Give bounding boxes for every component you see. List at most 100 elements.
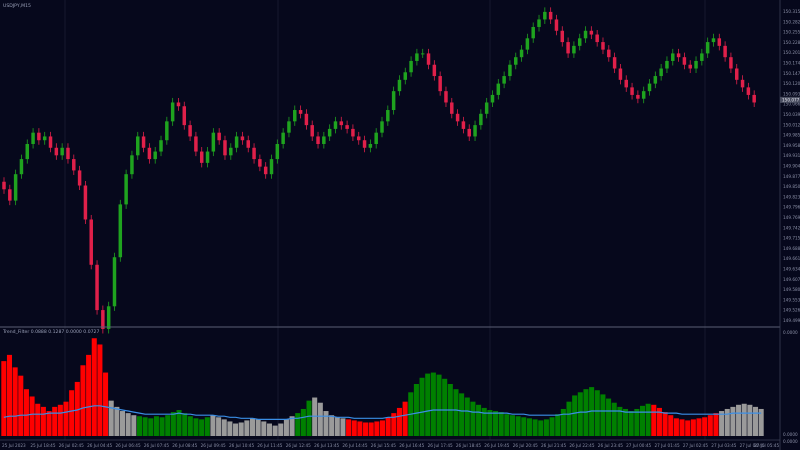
candle-body (258, 159, 262, 167)
candle-body (159, 140, 163, 152)
histogram-bar (493, 411, 499, 436)
histogram-bar (651, 404, 657, 436)
price-axis-label: 149.877 (783, 174, 800, 179)
histogram-bar (611, 402, 617, 436)
histogram-bar (713, 413, 719, 436)
histogram-bar (12, 367, 18, 436)
histogram-bar (442, 378, 448, 436)
candle-body (13, 174, 18, 201)
histogram-bar (63, 401, 69, 436)
candle-body (37, 132, 41, 141)
histogram-bar (249, 418, 256, 436)
candle-body (484, 102, 489, 114)
price-axis-label: 150.255 (783, 30, 800, 35)
candle-body (676, 53, 681, 58)
histogram-bar (91, 338, 97, 436)
histogram-bar (719, 411, 725, 436)
candle-body (583, 30, 588, 39)
histogram-bar (662, 412, 668, 436)
candle-body (234, 136, 239, 148)
histogram-bar (125, 413, 131, 436)
candle-body (316, 136, 320, 144)
candle-body (636, 94, 640, 99)
price-axis-label: 149.553 (783, 297, 800, 302)
histogram-bar (131, 415, 137, 436)
candle-body (461, 121, 466, 129)
candle-body (147, 147, 152, 160)
candle-body (618, 68, 623, 80)
candle-body (566, 42, 570, 54)
histogram-bar (470, 401, 476, 436)
candle-body (391, 91, 396, 111)
histogram-bar (329, 415, 335, 436)
price-axis-label: 150.282 (783, 19, 800, 24)
candle-body (188, 125, 192, 137)
candle-body (671, 53, 675, 61)
histogram-bar (594, 390, 600, 436)
price-axis-label: 149.715 (783, 236, 800, 241)
histogram-bar (509, 415, 516, 436)
histogram-bar (57, 404, 63, 436)
candle-body (368, 143, 373, 148)
histogram-bar (385, 417, 391, 436)
candle-body (572, 45, 576, 54)
candle-body (345, 125, 349, 129)
grid-layer (64, 0, 706, 440)
histogram-bar (679, 419, 685, 436)
histogram-bar (86, 354, 92, 436)
histogram-bar (46, 411, 52, 436)
candle-body (211, 132, 216, 152)
histogram-bar (736, 404, 742, 436)
histogram-bar (741, 403, 747, 436)
histogram-bar (334, 417, 340, 436)
histogram-bar (69, 390, 75, 436)
candle-body (287, 121, 291, 133)
candle-body (66, 147, 70, 160)
price-axis-label: 150.228 (783, 40, 800, 45)
candle-body (141, 136, 146, 148)
histogram-bar (204, 417, 210, 436)
histogram-bar (459, 393, 465, 436)
histogram-bar (724, 408, 730, 436)
price-axis-label: 150.201 (783, 50, 800, 55)
indicator-scale-zero: 0.0000 (783, 432, 798, 437)
current-price-tag-bg (780, 96, 800, 103)
histogram-bar (227, 421, 233, 436)
candle-body (653, 76, 658, 84)
histogram-bar (159, 417, 165, 436)
candle-body (601, 42, 605, 50)
candle-body (112, 257, 117, 307)
time-axis-label: 26 Jul 21:45 (541, 443, 566, 448)
candle-body (595, 34, 599, 43)
candle-body (734, 68, 739, 80)
histogram-bar (476, 404, 482, 436)
time-axis-label: 26 Jul 11:45 (257, 443, 282, 448)
candle-body (327, 128, 332, 137)
candle-body (473, 125, 477, 137)
time-axis-label: 26 Jul 07:45 (144, 443, 169, 448)
histogram-bar (108, 400, 114, 436)
time-axis-label: 26 Jul 17:45 (428, 443, 453, 448)
candle-body (263, 166, 268, 175)
histogram-bar (74, 381, 80, 436)
histogram-bar (521, 417, 527, 436)
histogram-bar (543, 419, 549, 436)
candle-body (19, 159, 24, 175)
histogram-bar (707, 415, 713, 436)
histogram-bar (600, 394, 606, 436)
histogram-bar (357, 421, 363, 436)
histogram-bar (176, 410, 182, 436)
candle-body (333, 121, 338, 129)
histogram-bar (266, 423, 272, 436)
histogram-bar (396, 407, 402, 436)
histogram-bar (148, 418, 154, 436)
histogram-bar (306, 400, 312, 436)
candle-body (647, 83, 652, 92)
candle-body (356, 136, 361, 141)
histogram-bar (295, 413, 301, 436)
price-axis-label: 149.526 (783, 308, 800, 313)
candle-body (694, 60, 698, 69)
histogram-bar (402, 401, 408, 436)
